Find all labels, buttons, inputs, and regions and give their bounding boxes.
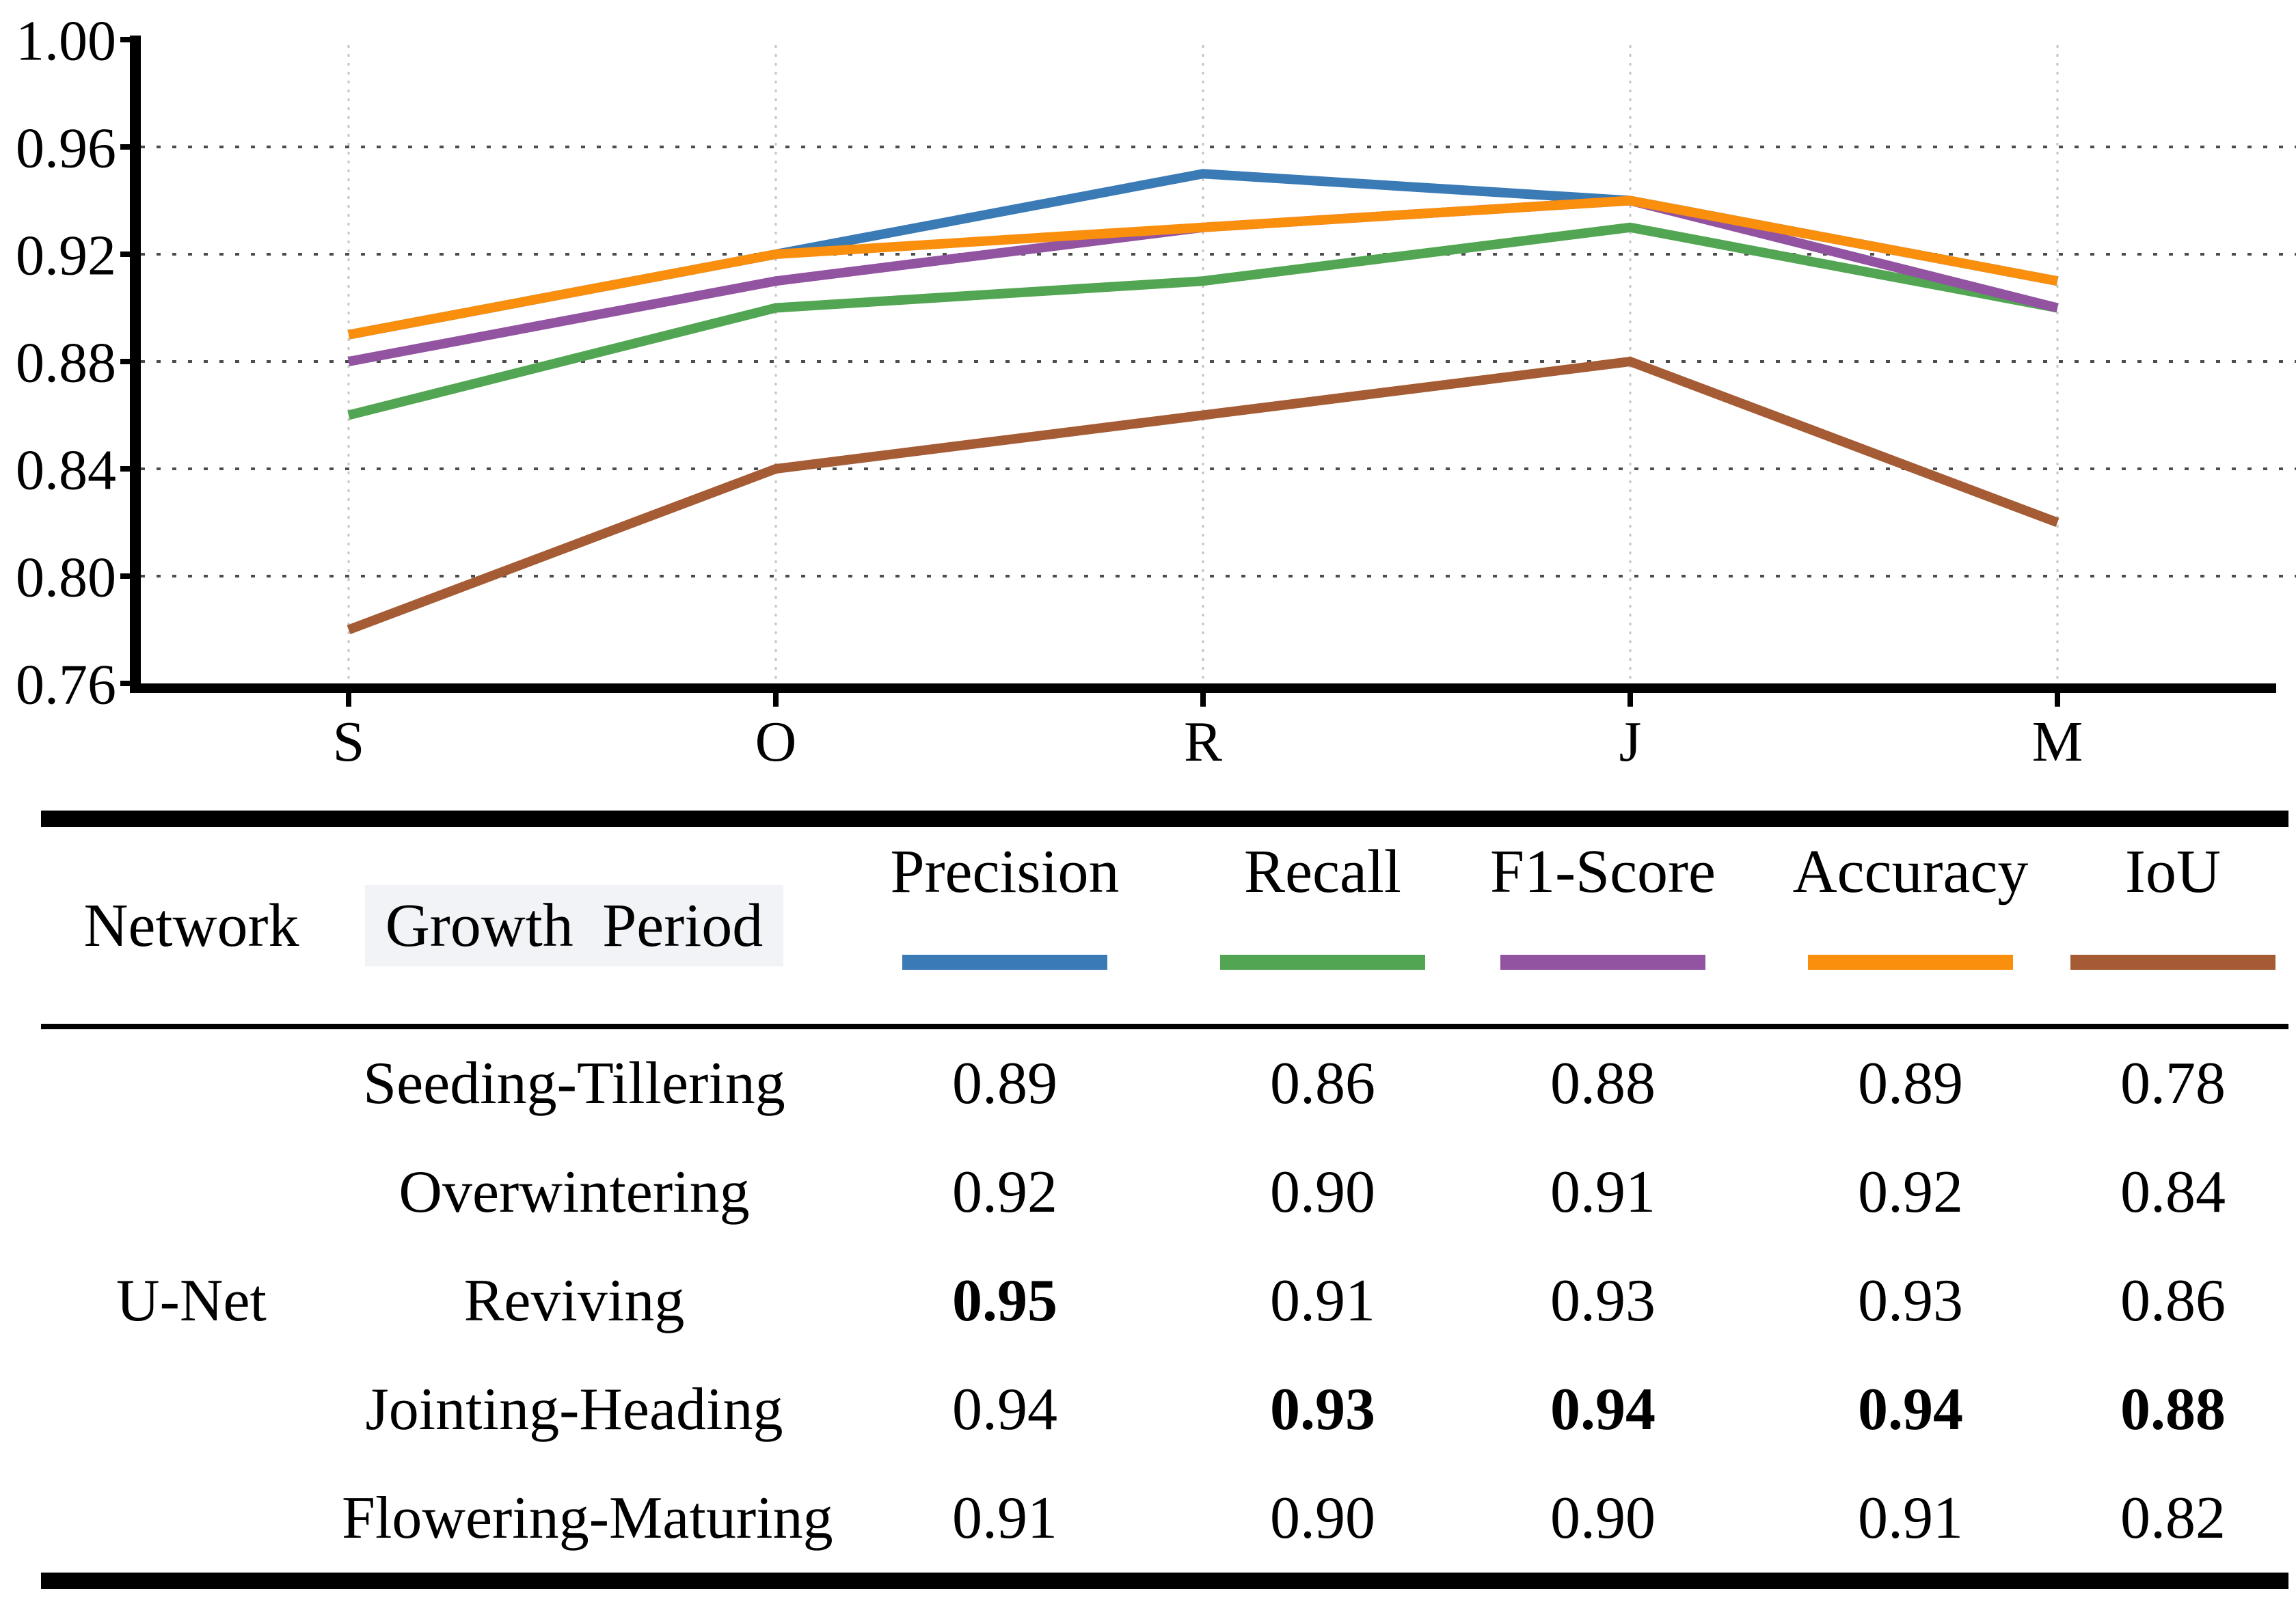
table-row: Overwintering 0.92 0.90 0.91 0.92 0.84 [41,1138,2288,1247]
cell-metric-value: 0.88 [1550,1050,1656,1117]
cell-metric-value: 0.92 [1858,1159,1963,1225]
cell-growth-period: Flowering-Maturing [342,1485,833,1551]
f1-score-header-label: F1-Score [1490,838,1716,906]
table-row: U-Net Reviving 0.95 0.91 0.93 0.93 0.86 [41,1247,2288,1355]
col-header-f1-score: F1-Score [1442,827,1764,1024]
cell-metric-value: 0.93 [1270,1376,1375,1443]
precision-header-label: Precision [890,838,1120,906]
cell-metric-value: 0.91 [952,1485,1057,1551]
svg-text:0.84: 0.84 [16,438,116,502]
svg-text:1.00: 1.00 [16,9,116,72]
legend-swatch-precision [902,955,1107,970]
cell-metric-value: 0.91 [1858,1485,1963,1551]
svg-text:0.88: 0.88 [16,331,116,394]
col-header-precision: Precision [807,827,1203,1024]
cell-metric-value: 0.78 [2120,1050,2226,1117]
cell-metric-value: 0.90 [1270,1159,1375,1225]
col-header-recall: Recall [1203,827,1442,1024]
cell-metric-value: 0.94 [952,1376,1057,1443]
metrics-table: Network Growth Period Precision Recall F… [41,811,2288,1589]
svg-text:S: S [333,710,365,774]
cell-growth-period: Seeding-Tillering [363,1050,785,1117]
col-header-growth-period: Growth Period [342,827,807,1024]
cell-metric-value: 0.86 [2120,1268,2226,1334]
cell-growth-period: Reviving [463,1268,685,1334]
growth-period-header-label: Growth Period [364,884,784,966]
iou-header-label: IoU [2125,838,2221,906]
svg-text:J: J [1619,710,1642,774]
cell-metric-value: 0.93 [1858,1268,1963,1334]
cell-metric-value: 0.82 [2120,1485,2226,1551]
table-header-rule [41,1024,2288,1029]
legend-swatch-recall [1220,955,1425,970]
cell-metric-value: 0.84 [2120,1159,2226,1225]
table-bottom-rule [41,1573,2288,1589]
legend-swatch-iou [2070,955,2275,970]
cell-network: U-Net [116,1268,267,1334]
cell-metric-value: 0.90 [1270,1485,1375,1551]
col-header-accuracy: Accuracy [1764,827,2057,1024]
cell-metric-value: 0.86 [1270,1050,1375,1117]
legend-swatch-accuracy [1808,955,2013,970]
svg-text:0.80: 0.80 [16,545,116,609]
cell-metric-value: 0.89 [952,1050,1057,1117]
col-header-network: Network [41,827,342,1024]
col-header-iou: IoU [2057,827,2288,1024]
cell-metric-value: 0.95 [952,1268,1057,1334]
cell-metric-value: 0.90 [1550,1485,1656,1551]
cell-metric-value: 0.89 [1858,1050,1963,1117]
cell-metric-value: 0.94 [1550,1376,1656,1443]
table-row: Seeding-Tillering 0.89 0.86 0.88 0.89 0.78 [41,1029,2288,1138]
metrics-line-chart: 1.00 0.96 0.92 0.88 0.84 0.80 0.76 S O R J M [0,0,2296,793]
table-row: Flowering-Maturing 0.91 0.90 0.90 0.91 0.82 [41,1464,2288,1573]
svg-text:R: R [1184,710,1222,774]
cell-metric-value: 0.91 [1270,1268,1375,1334]
cell-metric-value: 0.91 [1550,1159,1656,1225]
cell-metric-value: 0.93 [1550,1268,1656,1334]
network-header-label: Network [83,891,299,960]
svg-text:O: O [755,710,797,774]
accuracy-header-label: Accuracy [1792,838,2029,906]
cell-metric-value: 0.88 [2120,1376,2226,1443]
cell-metric-value: 0.92 [952,1159,1057,1225]
table-row: Jointing-Heading 0.94 0.93 0.94 0.94 0.88 [41,1355,2288,1464]
svg-text:0.76: 0.76 [16,653,116,716]
svg-text:M: M [2032,710,2083,774]
svg-text:0.96: 0.96 [16,116,116,180]
table-body: Seeding-Tillering 0.89 0.86 0.88 0.89 0.78 Ove… [41,1029,2288,1573]
line-chart-svg: 1.00 0.96 0.92 0.88 0.84 0.80 0.76 S O R J M [16,9,2296,774]
cell-growth-period: Jointing-Heading [365,1376,783,1443]
cell-growth-period: Overwintering [399,1159,750,1225]
svg-text:0.92: 0.92 [16,223,116,287]
table-header-row: Network Growth Period Precision Recall F… [41,827,2288,1024]
table-top-rule [41,811,2288,827]
cell-metric-value: 0.94 [1858,1376,1963,1443]
legend-swatch-f1-score [1500,955,1705,970]
recall-header-label: Recall [1244,838,1401,906]
